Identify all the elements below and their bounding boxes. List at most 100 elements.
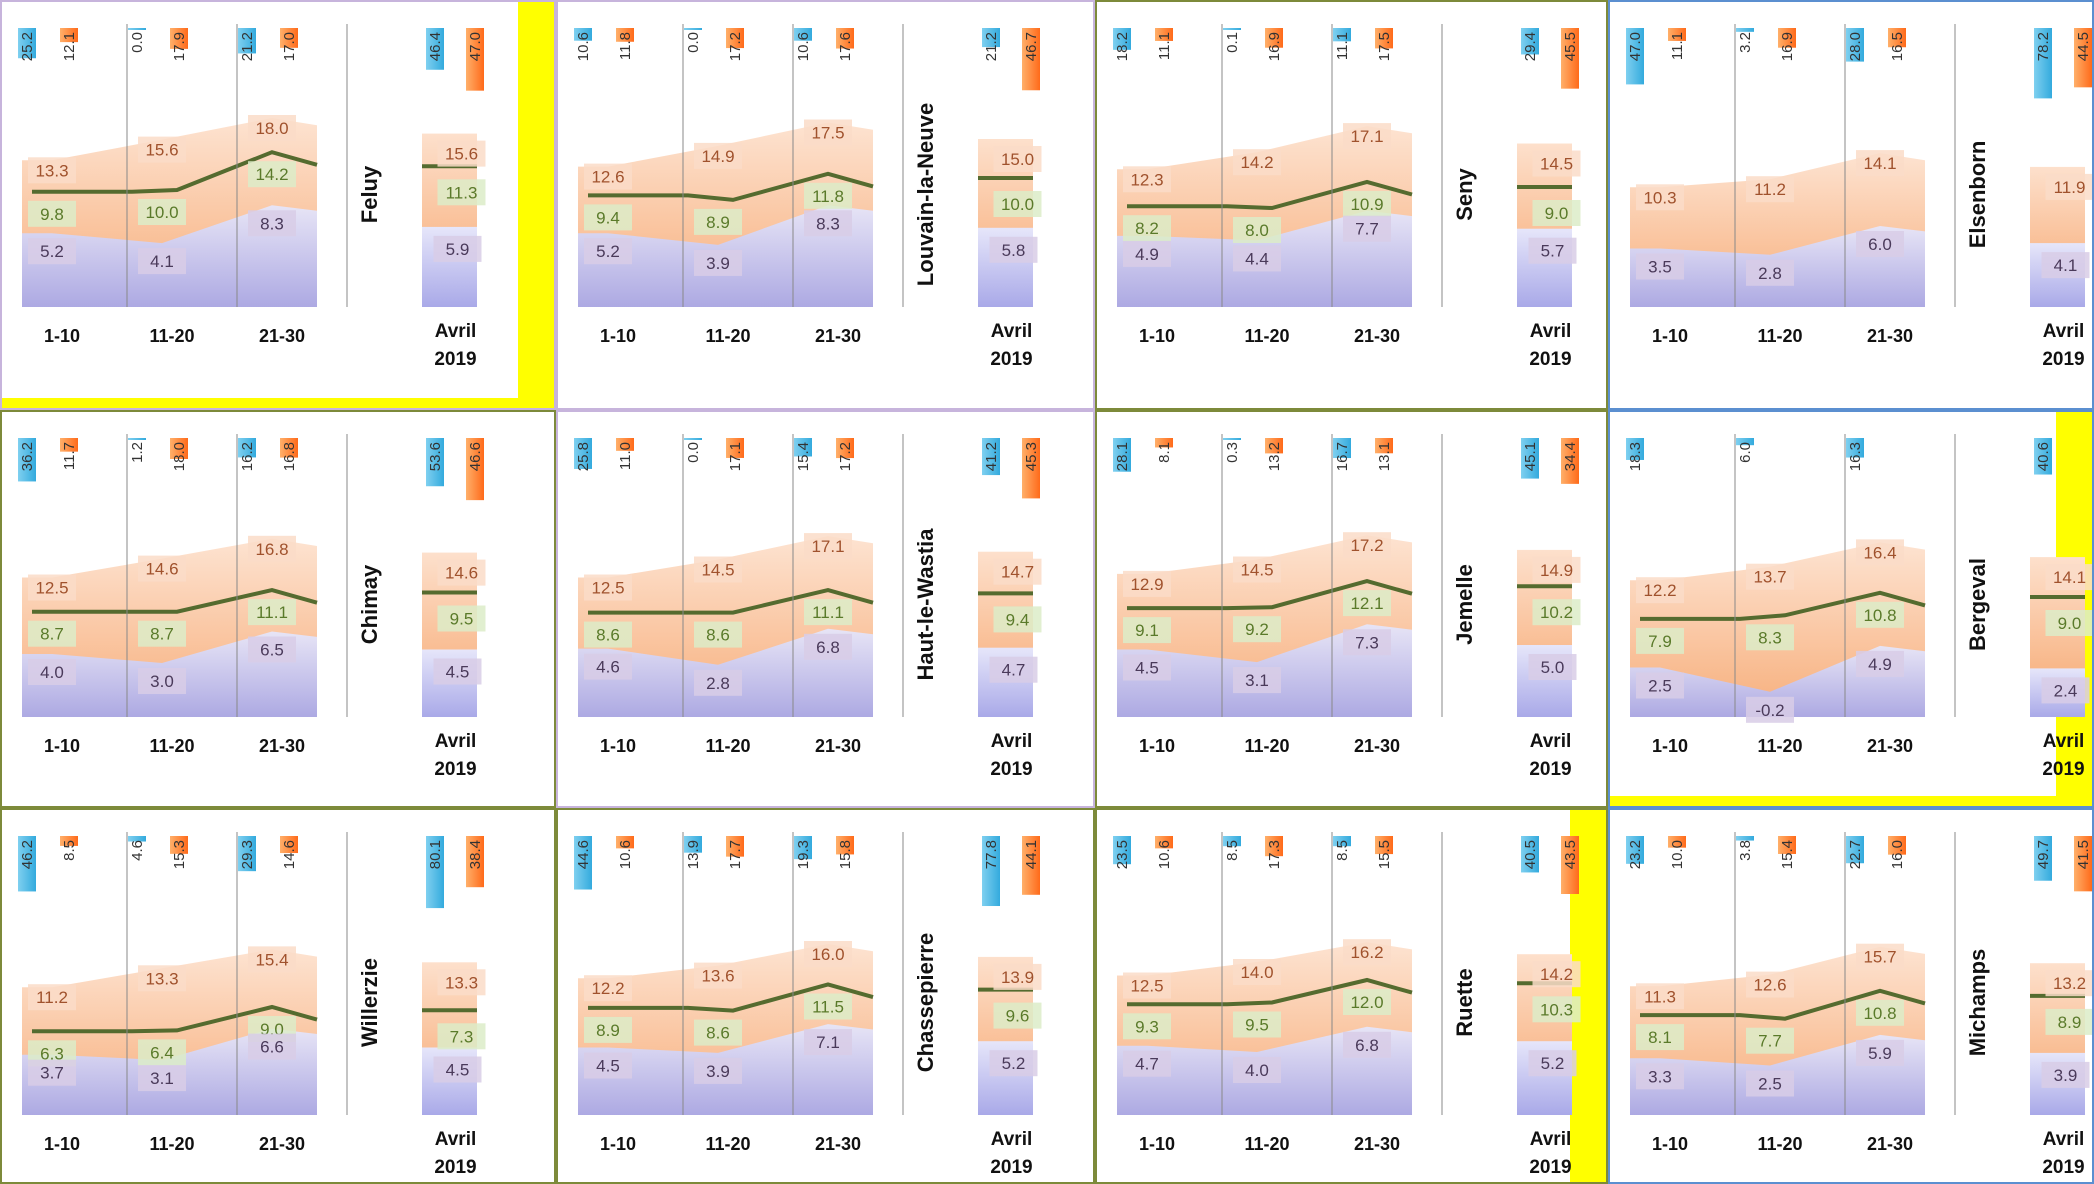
tmin-label-bg	[1636, 672, 1684, 699]
tmax-label-bg	[1856, 150, 1904, 177]
month-label-year: 2019	[2042, 759, 2084, 780]
rain-bar	[128, 438, 146, 440]
tmax-label: 14.6	[145, 560, 178, 579]
station-name: Willerzie	[357, 958, 382, 1047]
month-rain-bar	[2034, 28, 2052, 99]
tmax-label: 12.5	[35, 579, 68, 598]
category-tick: 21-30	[259, 326, 305, 346]
sun-bar	[1888, 836, 1906, 855]
tmean-label-bg	[694, 1019, 742, 1046]
rain-bar	[1333, 438, 1351, 459]
month-tmean-label-bg	[1532, 996, 1581, 1023]
rain-label: 28.0	[1847, 32, 1864, 61]
tmax-label: 10.3	[1643, 188, 1676, 207]
tmax-label: 15.4	[255, 950, 288, 969]
rain-label: 0.0	[685, 442, 702, 463]
tmean-label: 9.4	[596, 208, 620, 227]
sun-label: 17.3	[1266, 840, 1283, 869]
tmean-label: 6.3	[40, 1044, 64, 1063]
month-label-year: 2019	[434, 1157, 476, 1178]
rain-bar	[1736, 836, 1754, 841]
tmax-label: 14.5	[1240, 561, 1273, 580]
month-tmin-label: 5.8	[1002, 241, 1026, 260]
rain-label: 25.2	[19, 32, 36, 61]
month-sun-bar	[1561, 438, 1579, 484]
month-tmin-label-bg	[2041, 252, 2090, 279]
tmax-label: 12.9	[1130, 575, 1163, 594]
tmax-label-bg	[694, 142, 742, 169]
tmin-label: 4.9	[1135, 245, 1159, 264]
tmin-label-bg	[1746, 1070, 1794, 1097]
tmean-line	[1127, 179, 1413, 211]
tmin-label: 6.0	[1868, 235, 1892, 254]
sun-bar	[726, 28, 744, 49]
month-sun-label: 43.5	[1562, 840, 1579, 869]
tmean-label-bg	[1746, 624, 1794, 651]
rain-label: 16.3	[1847, 442, 1864, 471]
category-tick: 1-10	[600, 326, 636, 346]
sun-label: 18.0	[171, 442, 188, 471]
month-label-year: 2019	[1529, 349, 1571, 370]
sun-bar	[836, 438, 854, 459]
tmean-label-bg	[1123, 1013, 1171, 1040]
tmin-label-bg	[1233, 667, 1281, 694]
category-tick: 21-30	[1354, 736, 1400, 756]
tmax-label: 14.0	[1240, 963, 1273, 982]
sun-bar	[1375, 438, 1393, 454]
station-panel-chassepierre: 12.2 8.9 4.5 13.6 8.6 3.9 16.0 11.5 7.1 44.6 10.6 1…	[556, 808, 1095, 1184]
month-rain-label: 77.8	[983, 840, 1000, 869]
month-tmax-label: 14.7	[1001, 563, 1034, 582]
tmean-label: 9.1	[1135, 621, 1159, 640]
month-rain-label: 40.5	[1522, 840, 1539, 869]
station-panel-willerzie: 11.2 6.3 3.7 13.3 6.4 3.1 15.4 9.0 6.6 46.2 8.5 4.6…	[0, 808, 556, 1184]
rain-bar	[1113, 28, 1131, 50]
rain-label: 3.8	[1737, 840, 1754, 861]
tmin-label-bg	[1343, 215, 1391, 242]
tmean-label: 6.4	[150, 1043, 174, 1062]
tmin-label: 4.0	[40, 663, 64, 682]
tmax-label: 11.2	[1754, 180, 1786, 199]
tmin-label-bg	[1123, 1050, 1171, 1077]
tmin-label-bg	[584, 238, 632, 265]
month-rain-label: 53.6	[427, 442, 444, 471]
month-label-year: 2019	[434, 349, 476, 370]
month-sun-label: 34.4	[1562, 442, 1579, 471]
tmax-label: 16.2	[1350, 943, 1383, 962]
month-tmax-label-bg	[437, 140, 486, 167]
tmean-label: 11.1	[812, 603, 844, 622]
tmean-line	[1640, 590, 1926, 621]
tmean-label-bg	[804, 599, 852, 626]
month-rain-label: 78.2	[2035, 32, 2052, 61]
tmax-label-bg	[28, 984, 76, 1011]
rain-bar	[684, 438, 702, 440]
tmax-label: 12.2	[1643, 581, 1676, 600]
tmax-label: 11.3	[1644, 987, 1676, 1006]
tmean-label-bg	[1636, 1024, 1684, 1051]
month-tmean-label: 10.2	[1540, 603, 1573, 622]
tmean-label: 8.7	[40, 625, 64, 644]
category-tick: 11-20	[149, 736, 194, 756]
month-tmax-label: 14.1	[2053, 568, 2086, 587]
station-panel-chimay: 12.5 8.7 4.0 14.6 8.7 3.0 16.8 11.1 6.5 36.2 11.7 1…	[0, 410, 556, 808]
tmean-line	[1127, 977, 1413, 1007]
month-tmin-label: 4.1	[2054, 256, 2078, 275]
tmin-label-bg	[1856, 650, 1904, 677]
tmax-label: 17.2	[1350, 536, 1383, 555]
tmin-label: 3.3	[1648, 1067, 1672, 1086]
month-sun-bar	[1561, 28, 1579, 89]
tmean-label-bg	[694, 621, 742, 648]
sun-label: 15.5	[1376, 840, 1393, 869]
tmean-label: 8.9	[706, 213, 730, 232]
tmean-label-bg	[1343, 989, 1391, 1015]
tmean-label-bg	[1343, 590, 1391, 617]
sun-label: 16.5	[1889, 32, 1906, 61]
tmean-label-bg	[138, 620, 186, 647]
sun-label: 17.0	[281, 32, 298, 61]
rain-bar	[1333, 28, 1351, 42]
category-tick: 1-10	[44, 1134, 80, 1154]
station-name: Bergeval	[1965, 558, 1990, 651]
rain-label: 0.1	[1224, 32, 1241, 53]
tmin-label-bg	[804, 633, 852, 660]
tmean-label-bg	[138, 1039, 186, 1066]
station-name: Ruette	[1452, 968, 1477, 1036]
